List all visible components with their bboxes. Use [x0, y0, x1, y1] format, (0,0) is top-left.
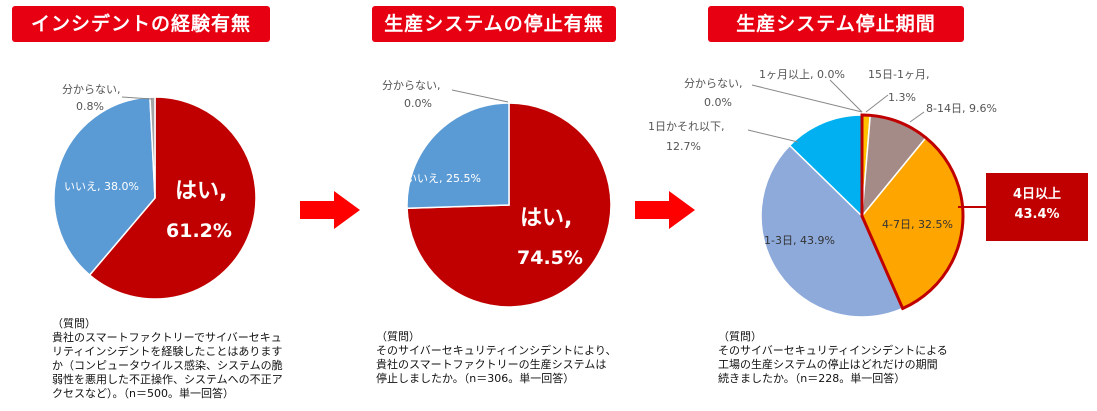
- slice-label-unknown-2-b: 0.0%: [404, 97, 432, 110]
- slice-value-yes-1: 61.2%: [166, 220, 232, 242]
- callout-label: 4日以上: [1012, 187, 1062, 202]
- slice-label-unknown-2-a: 分からない,: [382, 79, 441, 92]
- slice-value-yes-2: 74.5%: [517, 247, 583, 269]
- pie-chart-3: 分からない, 0.0% 1ヶ月以上, 0.0% 15日-1ヶ月, 1.3% 8-…: [648, 68, 997, 318]
- slice-label-yes-2: はい,: [520, 206, 572, 231]
- slice-label-unknown-3-a: 分からない,: [684, 77, 743, 90]
- pie-3-slices: [760, 114, 964, 318]
- question-text-1: （質問） 貴社のスマートファクトリーでサイバーセキュ リティインシデントを経験し…: [52, 317, 283, 400]
- chart-panel-2: 生産システムの停止有無 分からない, 0.0% いいえ, 25.5% はい, 7…: [360, 0, 640, 411]
- chart-panel-3: 生産システム停止期間 分からない, 0.0% 1ヶ月以上, 0.0% 15日-1…: [640, 0, 1097, 411]
- slice-label-unknown-1-b: 0.8%: [76, 100, 104, 113]
- leader-line-1day: [747, 129, 799, 143]
- pie-slice-分からない: [149, 96, 156, 199]
- chart-title-3: 生産システム停止期間: [708, 6, 964, 42]
- leader-line-over-month: [829, 79, 863, 113]
- callout-value: 43.4%: [1014, 207, 1060, 222]
- pie-slice-いいえ: [406, 102, 510, 209]
- leader-line-unknown-1: [121, 96, 153, 100]
- chart-title-2: 生産システムの停止有無: [372, 6, 616, 42]
- right-arrow-icon: [635, 191, 695, 229]
- question-text-3: （質問） そのサイバーセキュリティインシデントによる 工場の生産システムの停止は…: [718, 330, 948, 385]
- slice-label-1day-b: 12.7%: [666, 140, 701, 153]
- slice-label-1-3: 1-3日, 43.9%: [764, 234, 835, 247]
- slice-label-4-7: 4-7日, 32.5%: [882, 218, 953, 231]
- slice-label-8-14: 8-14日, 9.6%: [926, 102, 997, 115]
- slice-label-unknown-1-a: 分からない,: [62, 83, 121, 96]
- pie-slice-1-3日: [760, 144, 904, 318]
- slice-label-no-1: いいえ, 38.0%: [64, 180, 139, 193]
- leader-line-unknown-3: [751, 84, 863, 113]
- pie-chart-1: 分からない, 0.8% いいえ, 38.0% はい, 61.2%: [53, 83, 257, 300]
- over-4-days-outline: [860, 113, 965, 311]
- pie-slice-いいえ: [53, 96, 156, 277]
- pie-slice-はい: [88, 96, 257, 300]
- slice-label-15d-b: 1.3%: [888, 91, 916, 104]
- right-arrow-icon: [300, 191, 360, 229]
- slice-label-15d-a: 15日-1ヶ月,: [868, 68, 929, 81]
- pie-2-slices: [406, 102, 612, 308]
- question-text-2: （質問） そのサイバーセキュリティインシデントにより、 貴社のスマートファクトリ…: [376, 330, 617, 385]
- pie-chart-2: 分からない, 0.0% いいえ, 25.5% はい, 74.5%: [382, 79, 612, 308]
- over-4-days-callout: 4日以上 43.4%: [986, 173, 1088, 241]
- slice-label-yes-1: はい,: [175, 179, 227, 204]
- leader-line-15d: [865, 94, 889, 113]
- slice-label-over-month: 1ヶ月以上, 0.0%: [759, 68, 845, 81]
- leader-line-8-14: [909, 111, 925, 123]
- chart-title-1: インシデントの経験有無: [12, 6, 270, 42]
- slice-label-unknown-3-b: 0.0%: [704, 96, 732, 109]
- leader-line-unknown-2: [451, 89, 509, 103]
- slice-label-no-2: いいえ, 25.5%: [406, 172, 481, 185]
- slice-label-1day-a: 1日かそれ以下,: [648, 120, 725, 133]
- chart-panel-1: インシデントの経験有無 分からない, 0.8% いいえ, 38.0% はい, 6…: [0, 0, 290, 411]
- pie-slice-1日かそれ以下: [788, 114, 863, 218]
- pie-1-slices: [53, 96, 257, 300]
